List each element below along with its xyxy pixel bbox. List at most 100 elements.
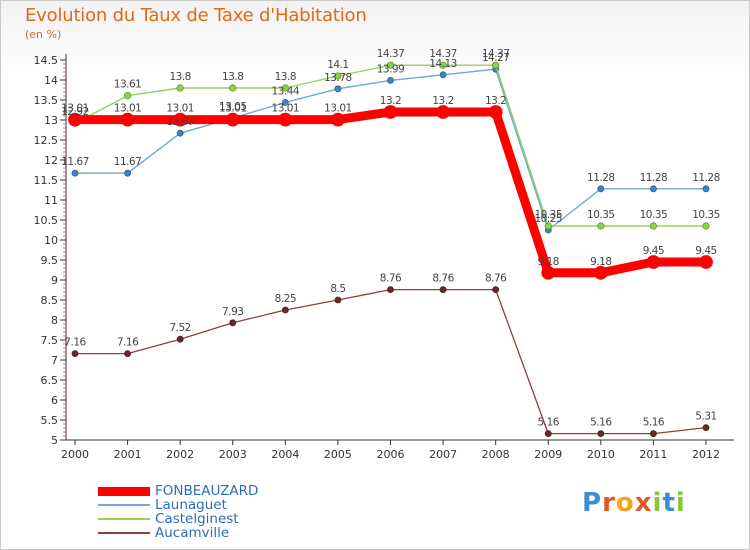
data-label-launaguet: 10.25: [534, 213, 562, 225]
legend-swatch-fonbeauzard: [98, 486, 150, 496]
data-label-launaguet: 11.28: [587, 172, 615, 184]
data-point-launaguet: [650, 185, 657, 193]
data-point-castelginest: [544, 222, 552, 230]
data-point-castelginest: [439, 61, 447, 69]
data-label-launaguet: 14.27: [482, 52, 510, 64]
data-point-fonbeauzard: [383, 105, 398, 119]
x-tick-label: 2000: [61, 448, 89, 461]
logo-letter: o: [615, 488, 635, 518]
x-tick-label: 2004: [271, 448, 299, 461]
y-tick-label: 12: [44, 154, 58, 167]
data-point-launaguet: [439, 71, 447, 79]
legend-swatch-castelginest: [98, 518, 150, 520]
logo-letter: i: [675, 488, 686, 518]
data-point-aucamville: [597, 430, 605, 438]
data-label-aucamville: 8.76: [432, 273, 454, 285]
legend-item-launaguet: Launaguet: [98, 498, 258, 512]
series-line-castelginest: [74, 64, 707, 227]
data-point-launaguet: [124, 169, 131, 177]
data-label-aucamville: 8.5: [330, 283, 345, 295]
data-point-launaguet: [176, 129, 184, 137]
data-label-castelginest: 10.35: [534, 209, 562, 221]
legend-item-aucamville: Aucamville: [98, 526, 258, 540]
data-point-aucamville: [334, 296, 342, 304]
y-tick-label: 7: [51, 354, 58, 367]
data-label-launaguet: 13.05: [219, 101, 247, 113]
data-label-launaguet: 11.67: [114, 156, 142, 168]
data-point-castelginest: [229, 84, 237, 92]
x-tick-label: 2012: [692, 448, 720, 461]
logo-letter: x: [634, 488, 653, 518]
data-point-castelginest: [386, 61, 395, 69]
data-label-launaguet: 12.67: [166, 116, 194, 128]
x-tick-label: 2002: [166, 448, 194, 461]
y-tick-label: 8.5: [41, 294, 59, 307]
data-point-castelginest: [702, 222, 710, 230]
data-point-fonbeauzard: [699, 255, 713, 269]
data-label-castelginest: 14.37: [429, 48, 457, 60]
series-line-aucamville: [74, 288, 707, 435]
y-tick-label: 10.5: [34, 214, 59, 227]
logo-letter: t: [662, 488, 676, 518]
y-tick-label: 5: [51, 434, 58, 447]
data-label-launaguet: 11.28: [692, 172, 720, 184]
data-label-castelginest: 10.35: [640, 209, 668, 221]
data-point-launaguet: [334, 85, 342, 93]
data-label-aucamville: 7.16: [64, 337, 86, 349]
y-tick-label: 10: [44, 234, 58, 247]
x-tick-label: 2010: [587, 448, 615, 461]
data-label-fonbeauzard: 13.2: [432, 95, 453, 107]
data-point-aucamville: [439, 286, 447, 294]
data-point-fonbeauzard: [593, 265, 608, 280]
data-label-fonbeauzard: 9.18: [590, 256, 611, 268]
legend-item-castelginest: Castelginest: [98, 512, 258, 526]
data-point-launaguet: [281, 99, 289, 106]
data-label-castelginest: 14.37: [482, 48, 510, 60]
chart-unit: (en %): [25, 28, 62, 41]
data-label-aucamville: 5.16: [643, 417, 665, 429]
data-point-fonbeauzard: [436, 105, 450, 119]
data-point-aucamville: [702, 424, 710, 432]
data-label-launaguet: 13.44: [272, 85, 300, 97]
data-label-castelginest: 13.8: [222, 71, 243, 83]
y-tick-label: 14.5: [34, 54, 59, 67]
data-label-fonbeauzard: 13.01: [324, 103, 352, 115]
x-tick-label: 2006: [377, 448, 405, 461]
data-point-fonbeauzard: [278, 112, 293, 127]
y-tick-label: 7.5: [41, 334, 59, 347]
logo-letter: r: [602, 488, 616, 518]
legend-label-aucamville: Aucamville: [155, 525, 230, 541]
data-label-aucamville: 8.76: [380, 273, 402, 285]
y-tick-label: 13: [44, 114, 58, 127]
chart-title: Evolution du Taux de Taxe d'Habitation: [25, 5, 367, 26]
data-point-aucamville: [281, 306, 289, 314]
data-label-castelginest: 10.35: [692, 209, 720, 221]
data-point-castelginest: [649, 222, 658, 230]
data-label-fonbeauzard: 9.45: [643, 245, 664, 257]
data-point-fonbeauzard: [331, 112, 345, 127]
y-tick-label: 12.5: [34, 134, 59, 147]
data-label-aucamville: 5.31: [695, 411, 716, 423]
data-label-fonbeauzard: 13.2: [380, 95, 401, 107]
logo-letter: P: [582, 488, 603, 518]
data-label-launaguet: 14.13: [429, 58, 457, 70]
data-point-launaguet: [597, 185, 605, 193]
data-label-aucamville: 7.52: [169, 322, 190, 334]
y-tick-label: 14: [44, 74, 58, 87]
data-label-castelginest: 14.37: [377, 48, 405, 60]
data-point-fonbeauzard: [120, 112, 135, 127]
x-tick-label: 2009: [534, 448, 562, 461]
series-line-launaguet: [74, 68, 707, 231]
data-label-castelginest: 12.92: [61, 106, 89, 118]
y-tick-label: 11.5: [34, 174, 59, 187]
y-tick-label: 9.5: [41, 254, 59, 267]
legend-item-fonbeauzard: FONBEAUZARD: [98, 484, 258, 498]
data-label-aucamville: 5.16: [590, 417, 612, 429]
data-point-castelginest: [281, 84, 289, 92]
data-label-fonbeauzard: 13.01: [272, 103, 300, 115]
data-point-castelginest: [492, 61, 500, 69]
legend-label-fonbeauzard: FONBEAUZARD: [155, 483, 259, 499]
data-point-castelginest: [176, 84, 184, 92]
y-tick-label: 8: [51, 314, 58, 327]
